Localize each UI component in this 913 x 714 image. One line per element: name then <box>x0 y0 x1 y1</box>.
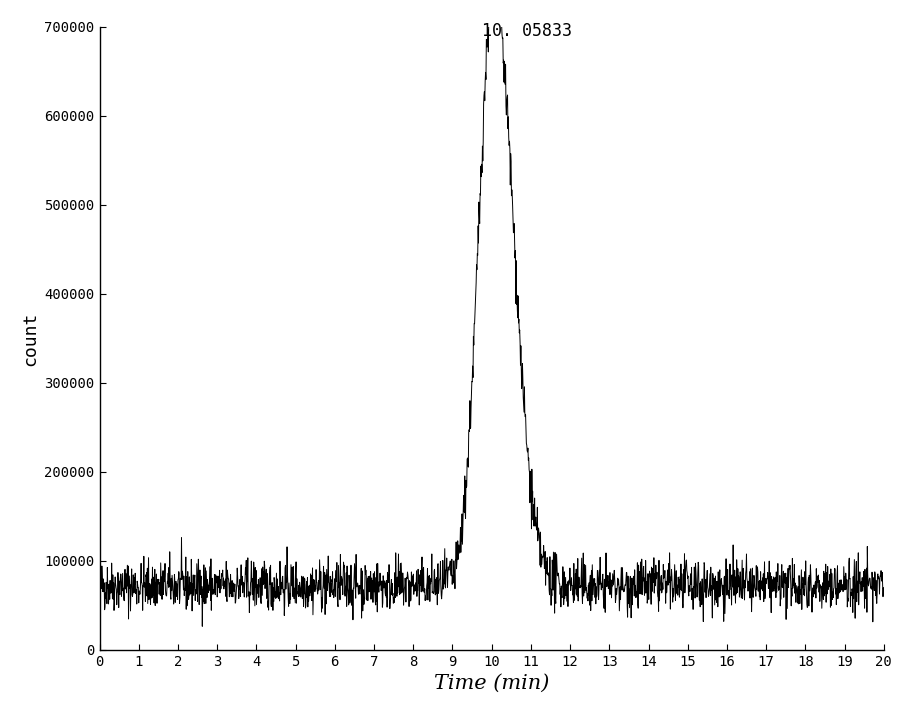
Y-axis label: count: count <box>21 311 39 366</box>
Text: 10. 05833: 10. 05833 <box>482 22 572 40</box>
X-axis label: Time (min): Time (min) <box>434 674 550 693</box>
